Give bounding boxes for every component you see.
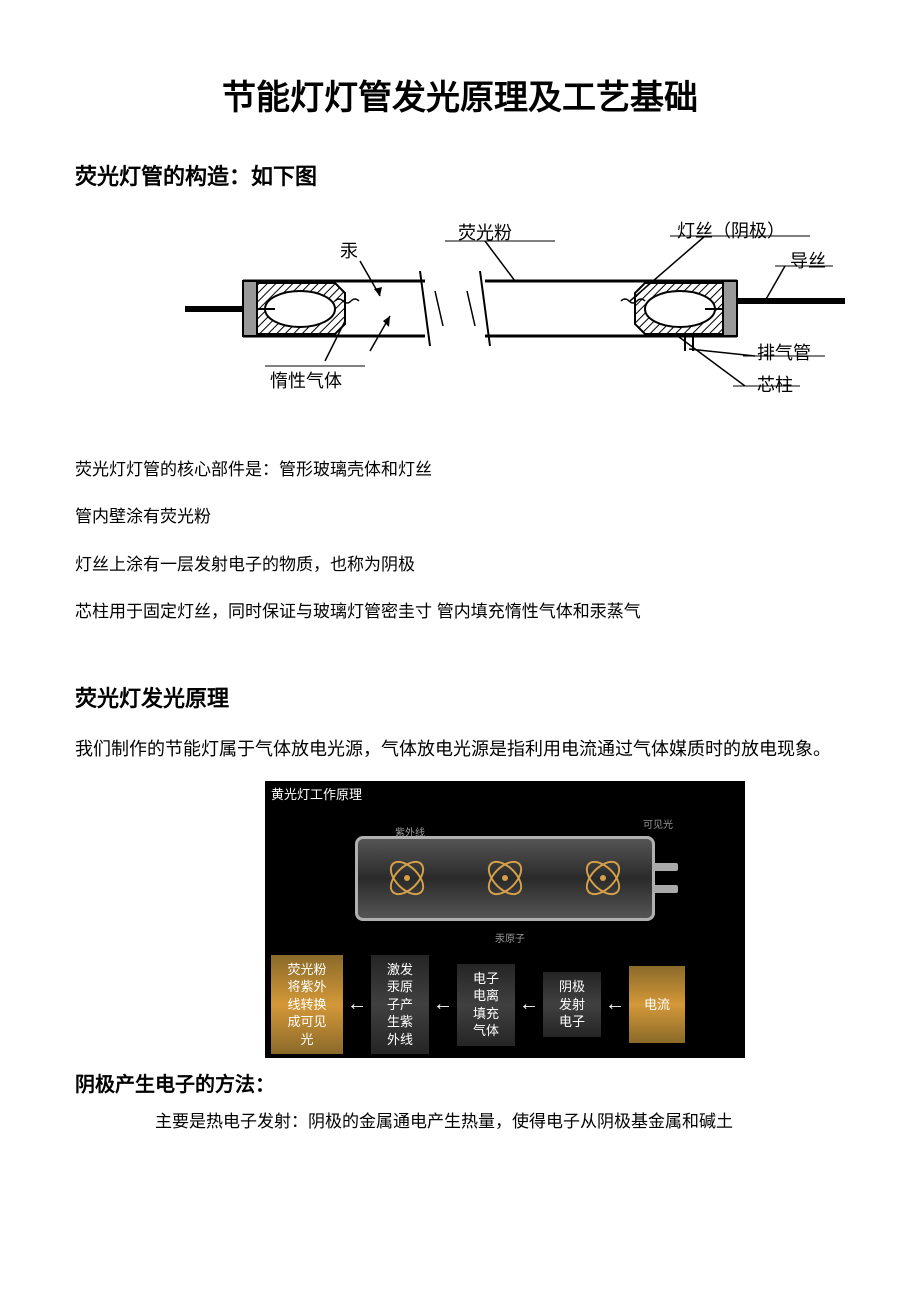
section2-subtext: 主要是热电子发射：阴极的金属通电产生热量，使得电子从阴极基金属和碱土 <box>155 1107 845 1138</box>
principle-diagram: 黄光灯工作原理 紫外线 可见光 汞原子 荧光粉将紫外线转换成可见光 ← 激发汞原… <box>265 781 745 1059</box>
document-title: 节能灯灯管发光原理及工艺基础 <box>75 70 845 119</box>
diagram1-label-core: 芯柱 <box>757 371 793 397</box>
section2-intro: 我们制作的节能灯属于气体放电光源，气体放电光源是指利用电流通过气体媒质时的放电现… <box>75 728 845 771</box>
diagram1-label-exhaust: 排气管 <box>757 339 811 365</box>
diagram2-tube <box>355 836 655 921</box>
diagram1-label-filament: 灯丝（阴极） <box>677 217 785 243</box>
atom-icon <box>583 858 623 898</box>
section1-text-2: 管内壁涂有荧光粉 <box>75 498 845 535</box>
atom-icon <box>485 858 525 898</box>
arrow-left-icon: ← <box>517 993 541 1016</box>
atom-icon <box>387 858 427 898</box>
diagram1-label-lead: 导丝 <box>790 247 826 273</box>
flow-box-5: 电流 <box>629 966 685 1044</box>
diagram1-label-mercury: 汞 <box>340 237 358 263</box>
arrow-left-icon: ← <box>431 993 455 1016</box>
section1-heading: 荧光灯管的构造：如下图 <box>75 159 845 191</box>
diagram1-label-phosphor: 荧光粉 <box>458 219 512 245</box>
diagram2-label-visible: 可见光 <box>643 816 673 831</box>
flow-box-2: 激发汞原子产生紫外线 <box>371 955 429 1055</box>
flow-box-3: 电子电离填充气体 <box>457 964 515 1046</box>
tube-structure-diagram: 汞 荧光粉 灯丝（阴极） 导丝 惰性气体 排气管 芯柱 <box>185 221 845 421</box>
diagram1-label-gas: 惰性气体 <box>270 367 342 393</box>
diagram2-header: 黄光灯工作原理 <box>265 781 745 806</box>
tube-pins-icon <box>652 863 678 893</box>
section1-text-3: 灯丝上涂有一层发射电子的物质，也称为阴极 <box>75 546 845 583</box>
diagram2-flow: 荧光粉将紫外线转换成可见光 ← 激发汞原子产生紫外线 ← 电子电离填充气体 ← … <box>265 951 745 1059</box>
section2-heading: 荧光灯发光原理 <box>75 681 845 713</box>
diagram2-tube-area: 紫外线 可见光 汞原子 <box>265 806 745 951</box>
arrow-left-icon: ← <box>345 993 369 1016</box>
diagram2-label-atom: 汞原子 <box>495 930 525 945</box>
section1-text-1: 荧光灯灯管的核心部件是：管形玻璃壳体和灯丝 <box>75 451 845 488</box>
flow-box-1: 荧光粉将紫外线转换成可见光 <box>271 955 343 1055</box>
arrow-left-icon: ← <box>603 993 627 1016</box>
flow-box-4: 阴极发射电子 <box>543 972 601 1037</box>
section2-subheading: 阴极产生电子的方法： <box>75 1068 845 1097</box>
section1-text-4: 芯柱用于固定灯丝，同时保证与玻璃灯管密圭寸 管内填充惰性气体和汞蒸气 <box>75 593 845 630</box>
